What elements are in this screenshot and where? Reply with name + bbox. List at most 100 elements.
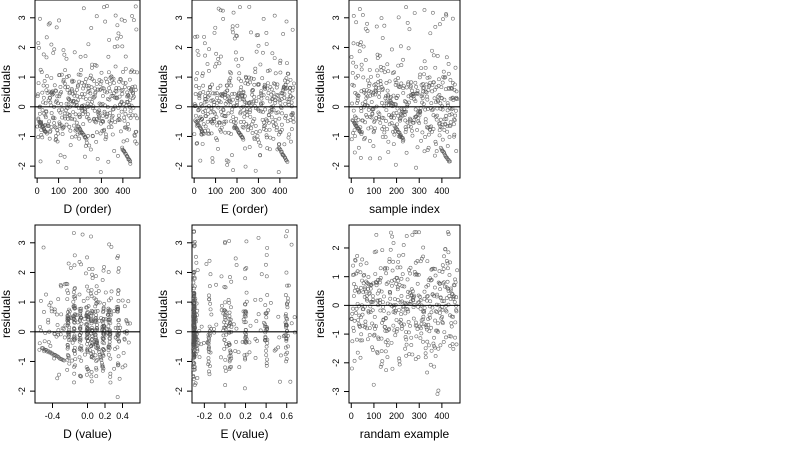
data-point — [123, 85, 127, 89]
data-point — [446, 230, 450, 235]
data-point — [452, 118, 457, 123]
data-point — [127, 113, 131, 118]
data-point — [94, 313, 98, 317]
data-point — [94, 63, 99, 68]
data-point — [72, 50, 77, 55]
data-point — [382, 294, 386, 299]
data-point — [192, 270, 196, 275]
data-point — [97, 352, 102, 357]
data-point — [70, 358, 74, 363]
data-point — [44, 109, 49, 113]
data-point — [231, 10, 236, 15]
x-tick-label: 0.4 — [260, 411, 273, 421]
data-point — [38, 16, 42, 21]
data-point — [423, 346, 428, 351]
data-point — [425, 370, 430, 375]
data-point — [427, 329, 432, 334]
data-point — [368, 156, 373, 161]
data-point — [66, 73, 71, 78]
data-point — [88, 147, 93, 152]
y-tick-label: 1 — [174, 300, 184, 305]
data-point — [214, 51, 219, 56]
data-point — [264, 253, 269, 257]
data-point — [264, 348, 268, 353]
data-point — [243, 302, 247, 307]
data-point — [214, 136, 218, 141]
data-point — [381, 116, 386, 121]
data-point — [285, 159, 290, 164]
data-point — [394, 318, 399, 322]
data-point — [192, 243, 197, 248]
data-point — [94, 365, 99, 370]
data-point — [65, 314, 70, 319]
data-point — [285, 350, 290, 355]
data-point — [243, 146, 247, 151]
y-tick-label: 2 — [331, 245, 341, 250]
data-point — [84, 322, 88, 327]
data-point — [278, 58, 283, 63]
data-point — [380, 86, 385, 91]
data-point — [378, 266, 383, 271]
data-point — [356, 117, 361, 122]
data-point — [95, 341, 100, 345]
data-point — [377, 112, 382, 116]
data-point — [356, 73, 360, 78]
data-point — [77, 339, 82, 344]
data-point — [231, 322, 236, 327]
data-point — [192, 340, 197, 345]
data-point — [60, 107, 64, 112]
data-point — [265, 357, 269, 362]
data-point — [55, 312, 59, 317]
data-point — [410, 232, 415, 237]
data-point — [433, 24, 438, 29]
data-point — [363, 120, 368, 125]
data-point — [198, 91, 203, 96]
data-point — [415, 92, 420, 96]
data-point — [99, 361, 104, 365]
x-tick-label: 200 — [389, 186, 404, 196]
data-point — [43, 115, 48, 120]
data-point — [224, 332, 229, 337]
data-point — [379, 16, 384, 21]
data-point — [351, 131, 355, 135]
data-point — [193, 103, 198, 108]
data-point — [437, 22, 442, 27]
data-point — [359, 62, 364, 67]
data-point — [426, 283, 431, 288]
data-point — [259, 272, 264, 277]
data-point — [113, 88, 118, 93]
data-point — [290, 27, 295, 32]
data-point — [90, 62, 95, 67]
data-point — [352, 128, 357, 133]
data-point — [223, 383, 228, 387]
data-point — [264, 31, 269, 35]
data-point — [238, 5, 242, 10]
data-point — [285, 283, 290, 288]
data-point — [285, 80, 290, 84]
data-point — [128, 159, 133, 164]
data-point — [282, 155, 287, 160]
data-point — [223, 96, 227, 100]
data-point — [63, 323, 68, 328]
data-point — [285, 328, 289, 333]
data-point — [117, 94, 122, 99]
data-point — [201, 131, 206, 136]
data-point — [77, 326, 82, 331]
data-point — [222, 338, 227, 342]
data-point — [232, 36, 237, 41]
data-point — [52, 121, 57, 125]
data-point — [94, 14, 99, 19]
data-point — [375, 56, 380, 60]
data-point — [265, 293, 270, 297]
data-point — [197, 328, 202, 333]
data-point — [202, 41, 207, 46]
data-point — [440, 107, 445, 112]
data-point — [288, 77, 293, 82]
data-point — [364, 261, 369, 266]
data-point — [102, 324, 107, 329]
data-point — [389, 121, 394, 126]
data-point — [370, 321, 375, 326]
data-point — [391, 93, 396, 98]
data-point — [241, 119, 246, 124]
data-point — [266, 81, 270, 86]
